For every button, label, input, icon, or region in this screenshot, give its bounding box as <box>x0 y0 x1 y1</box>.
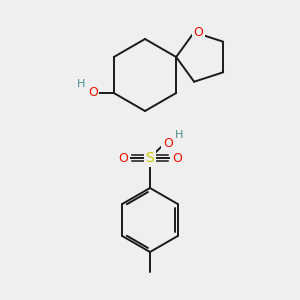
Text: O: O <box>172 152 182 164</box>
Text: O: O <box>118 152 128 164</box>
Text: O: O <box>163 137 173 150</box>
Text: S: S <box>146 151 154 165</box>
Text: H: H <box>76 79 85 89</box>
Text: H: H <box>175 130 183 140</box>
Text: O: O <box>88 86 98 100</box>
Text: O: O <box>193 26 203 39</box>
